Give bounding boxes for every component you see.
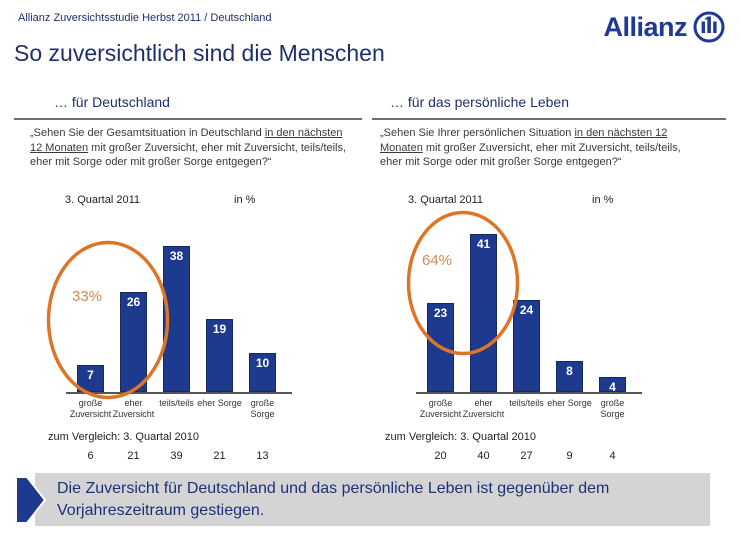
bar-value-label: 4 — [609, 380, 616, 394]
comparison-label: zum Vergleich: 3. Quartal 2010 — [385, 431, 537, 443]
highlight-percentage: 64% — [422, 252, 453, 269]
x-axis-labels: große Zuversicht eher Zuversicht teils/teils… — [66, 398, 292, 426]
panel-divider — [14, 118, 362, 120]
bar-große-Zuversicht: 23 — [427, 303, 454, 392]
question-rest: mit großer Zuversicht, eher mit Zuversic… — [380, 141, 681, 169]
chart-plot-area: 23 41 24 8 4 — [416, 207, 642, 394]
study-subtitle: Allianz Zuversichtsstudie Herbst 2011 / … — [18, 12, 272, 24]
x-axis-labels: große Zuversicht eher Zuversicht teils/teils… — [416, 398, 642, 426]
question-underlined: in den nächsten 12 Monaten — [30, 127, 343, 154]
category-label: große Zuversicht — [69, 398, 112, 419]
highlight-percentage: 33% — [72, 288, 103, 305]
bar-value-label: 26 — [126, 295, 141, 309]
comparison-value: 21 — [213, 450, 226, 462]
bar-value-label: 8 — [566, 364, 573, 378]
comparison-value: 6 — [87, 450, 94, 462]
comparison-value: 40 — [477, 450, 490, 462]
callout-box: Die Zuversicht für Deutschland und das p… — [35, 473, 710, 526]
bar-value-label: 7 — [87, 368, 94, 382]
question-underlined: in den nächsten 12 Monaten — [380, 127, 668, 154]
category-label: eher Sorge — [197, 398, 242, 408]
panel-personal-heading: … für das persönliche Leben — [390, 94, 569, 110]
bar-große-Zuversicht: 7 — [77, 365, 104, 392]
period-label: 3. Quartal 2011 — [408, 194, 484, 206]
bar-eher-Zuversicht: 26 — [120, 292, 147, 392]
survey-question-germany: „Sehen Sie der Gesamtsituation in Deutsc… — [30, 126, 352, 170]
chart-meta: 3. Quartal 2011 in % — [372, 194, 726, 208]
bar-value-label: 19 — [212, 322, 227, 336]
comparison-value: 9 — [566, 450, 573, 462]
unit-label: in % — [234, 194, 256, 206]
category-label: teils/teils — [159, 398, 194, 408]
bar-value-label: 41 — [476, 237, 491, 251]
comparison-value: 20 — [434, 450, 447, 462]
bar-teils-teils: 38 — [163, 246, 190, 392]
bar-value-label: 23 — [433, 306, 448, 320]
comparison-value: 21 — [127, 450, 140, 462]
allianz-emblem-icon — [693, 11, 725, 43]
bar-value-label: 24 — [519, 303, 534, 317]
callout-arrow-icon — [15, 476, 47, 524]
period-label: 3. Quartal 2011 — [65, 194, 141, 206]
chart-meta: 3. Quartal 2011 in % — [14, 194, 362, 208]
panel-personal-life: … für das persönliche Leben „Sehen Sie I… — [372, 92, 726, 468]
comparison-values-row: 20 40 27 9 4 — [416, 450, 642, 464]
bar-eher-Sorge: 19 — [206, 319, 233, 392]
category-label: eher Zuversicht — [112, 398, 155, 419]
allianz-logo-text: Allianz — [603, 11, 687, 42]
comparison-value: 13 — [256, 450, 269, 462]
unit-label: in % — [592, 194, 614, 206]
bar-value-label: 10 — [255, 356, 270, 370]
comparison-value: 4 — [609, 450, 616, 462]
category-label: teils/teils — [509, 398, 544, 408]
bar-teils-teils: 24 — [513, 300, 540, 392]
comparison-label: zum Vergleich: 3. Quartal 2010 — [48, 431, 200, 443]
category-label: große Sorge — [600, 398, 625, 419]
category-label: große Zuversicht — [419, 398, 462, 419]
page-title: So zuversichtlich sind die Menschen — [14, 40, 385, 66]
panel-divider — [372, 118, 726, 120]
bar-große-Sorge: 10 — [249, 353, 276, 392]
bar-große-Sorge: 4 — [599, 377, 626, 394]
comparison-value: 27 — [520, 450, 533, 462]
question-lead: „Sehen Sie der Gesamtsituation in Deutsc… — [30, 127, 265, 139]
panel-germany: … für Deutschland „Sehen Sie der Gesamts… — [14, 92, 362, 468]
allianz-logo: Allianz — [603, 10, 726, 44]
question-rest: mit großer Zuversicht, eher mit Zuversic… — [30, 141, 347, 169]
category-label: eher Sorge — [547, 398, 592, 408]
comparison-value: 39 — [170, 450, 183, 462]
category-label: eher Zuversicht — [462, 398, 505, 419]
question-lead: „Sehen Sie Ihrer persönlichen Situation — [380, 127, 575, 139]
comparison-values-row: 6 21 39 21 13 — [66, 450, 292, 464]
survey-question-personal: „Sehen Sie Ihrer persönlichen Situation … — [380, 126, 702, 170]
category-label: große Sorge — [250, 398, 275, 419]
bar-eher-Zuversicht: 41 — [470, 234, 497, 392]
bar-value-label: 38 — [169, 249, 184, 263]
callout-text: Die Zuversicht für Deutschland und das p… — [57, 480, 610, 519]
bar-eher-Sorge: 8 — [556, 361, 583, 392]
panel-germany-heading: … für Deutschland — [54, 94, 170, 110]
